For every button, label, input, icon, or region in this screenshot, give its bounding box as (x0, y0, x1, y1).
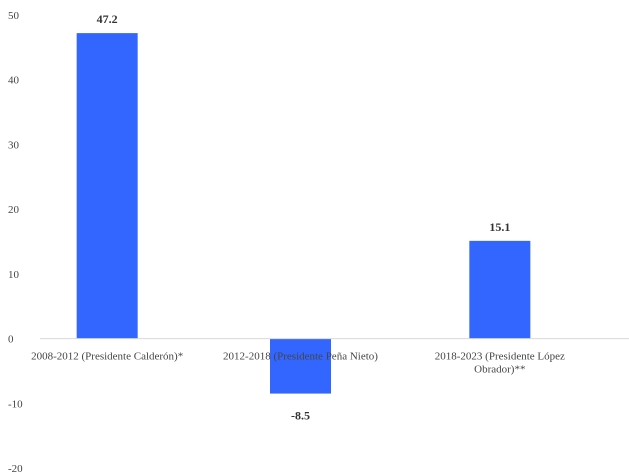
bar (469, 240, 531, 339)
data-label: 47.2 (97, 12, 118, 26)
y-tick-label: 10 (8, 269, 20, 281)
data-label: -8.5 (291, 409, 310, 423)
data-labels: 47.2 -8.5 15.1 (97, 12, 511, 422)
y-tick-label: 30 (8, 139, 20, 151)
y-tick-label: 50 (8, 10, 20, 22)
category-labels: 2008-2012 (Presidente Calderón)* 2012-201… (31, 351, 565, 376)
bar (270, 338, 331, 394)
category-label: 2008-2012 (Presidente Calderón)* (31, 351, 183, 363)
y-tick-label: 20 (8, 204, 20, 216)
y-axis: 50 40 30 20 10 0 -10 -20 (8, 10, 23, 475)
category-label: 2012-2018 (Presidente Peña Nieto) (223, 351, 378, 363)
bar (76, 33, 138, 339)
y-tick-label: -20 (8, 463, 23, 475)
y-tick-label: 40 (8, 75, 20, 87)
bars (76, 33, 531, 394)
category-label: 2018-2023 (Presidente López (435, 351, 565, 363)
y-tick-label: -10 (8, 398, 23, 410)
category-label: Obrador)** (474, 364, 525, 376)
y-tick-label: 0 (8, 334, 14, 346)
data-label: 15.1 (489, 220, 510, 234)
